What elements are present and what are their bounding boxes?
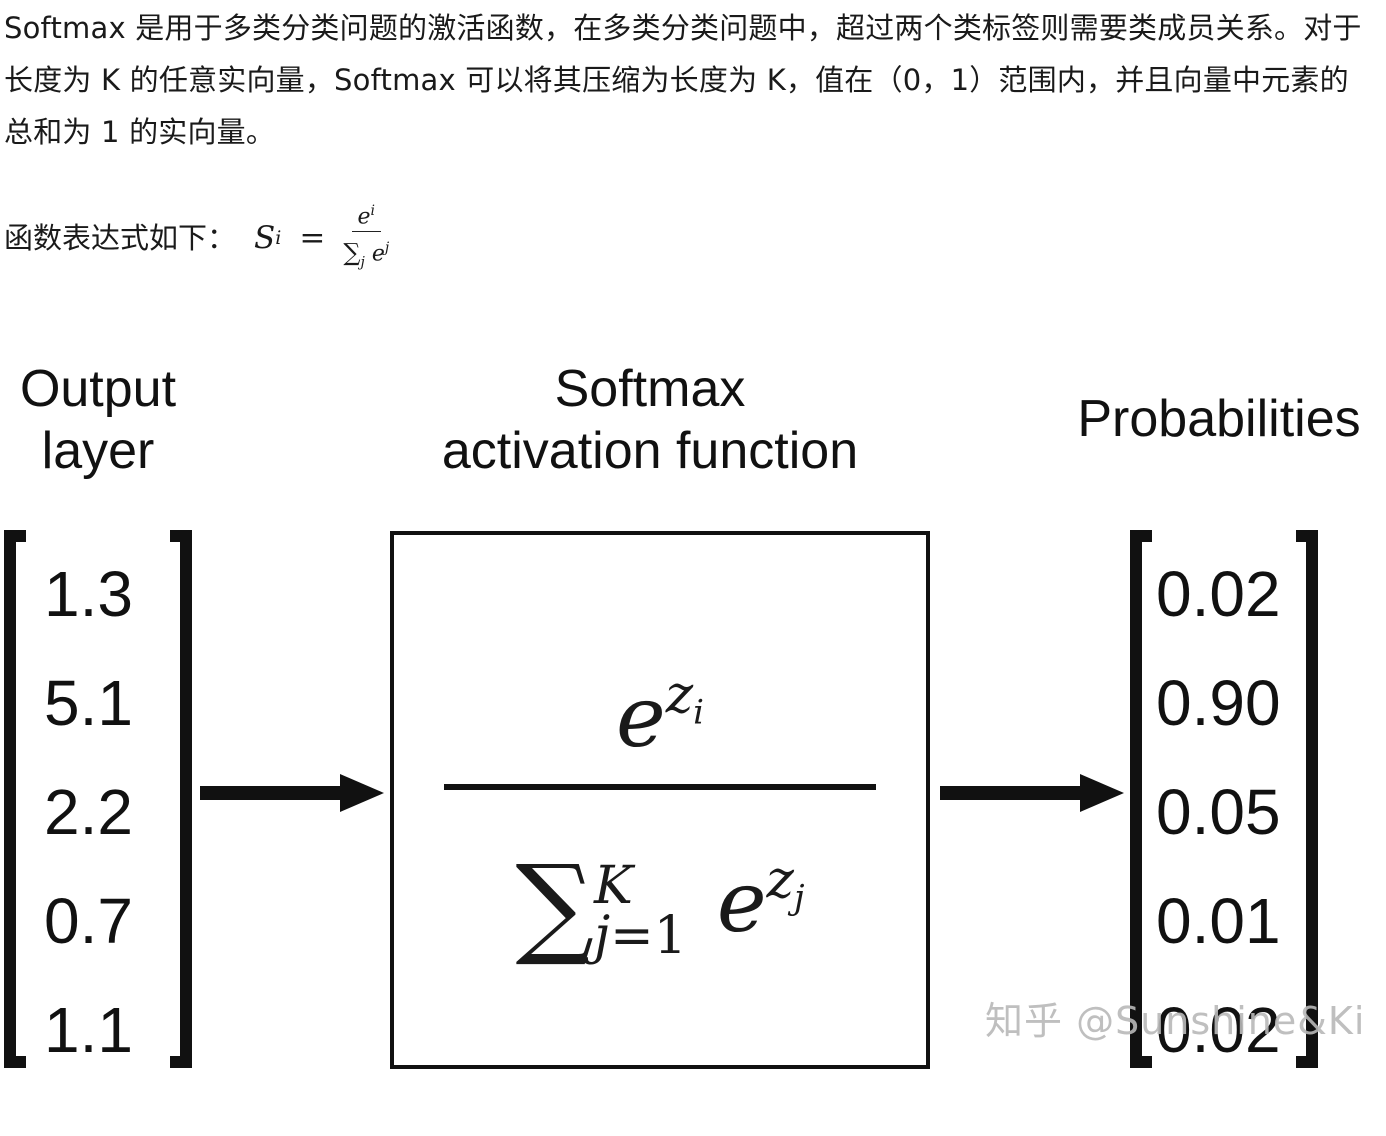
box-numerator-sup: z [665,665,694,725]
sum-index: j [360,254,365,271]
formula-numerator: ei [351,199,382,232]
box-numerator: ezi [394,645,926,767]
box-numerator-sup-sub: i [693,692,704,733]
output-value: 0.7 [44,885,133,957]
denominator-sup: j [384,240,390,256]
formula-equals: = [299,220,326,256]
header-softmax-line2: activation function [441,422,859,480]
output-value: 2.2 [44,776,133,848]
header-output: Output layer [8,358,188,482]
output-value: 5.1 [44,667,133,739]
probability-value: 0.02 [1156,558,1281,630]
header-probabilities: Probabilities [1077,390,1361,448]
sum-lower-limit: j=1 [594,910,687,962]
watermark: 知乎 @Sunshine&Ki [985,999,1366,1043]
softmax-diagram: Output layer Softmax activation function… [0,330,1386,1136]
numerator-sup: i [370,202,376,219]
probability-value: 0.90 [1156,667,1281,739]
box-denominator-sup-sub: j [793,877,805,918]
sum-symbol: ∑ [343,238,361,267]
output-bracket-left [4,530,26,1068]
probability-value: 0.01 [1156,885,1281,957]
header-softmax: Softmax activation function [380,358,920,482]
formula-fraction: ei ∑j ej [343,199,389,278]
numerator-base: e [357,204,371,229]
box-denominator-base: e [716,853,767,951]
output-value: 1.3 [44,558,133,630]
formula-denominator: ∑j ej [343,232,389,277]
box-numerator-base: e [616,668,666,766]
box-denominator-sup: z [766,850,794,910]
header-softmax-line1: Softmax [554,360,746,418]
sum-lower-var: j [594,906,611,966]
sum-upper-limit: K [594,856,633,916]
box-sum-symbol: ∑ [515,841,595,969]
output-value: 1.1 [44,994,133,1066]
formula-lhs-sub: i [275,227,282,249]
probability-value: 0.05 [1156,776,1281,848]
probability-value: 0.02 [1156,994,1281,1066]
output-vector: 1.3 5.1 2.2 0.7 1.1 [44,540,133,1085]
header-output-line2: layer [41,422,155,480]
header-output-line1: Output [19,360,177,418]
formula-lhs: S [254,220,276,256]
arrows [200,774,1124,812]
prob-bracket-left [1130,530,1152,1068]
arrow-to-softmax [200,774,384,812]
arrow-to-probabilities [940,774,1124,812]
denominator-base: e [371,241,385,267]
output-bracket-right [170,530,192,1068]
sum-lower-rest: =1 [610,906,687,966]
fraction-bar [444,784,876,790]
formula-label: 函数表达式如下： [4,221,237,255]
box-denominator-term: ezj [716,850,805,951]
intro-paragraph: Softmax 是用于多类分类问题的激活函数，在多类分类问题中，超过两个类标签则… [4,11,1362,149]
probability-vector: 0.02 0.90 0.05 0.01 0.02 [1156,540,1281,1085]
prob-bracket-right [1296,530,1318,1068]
